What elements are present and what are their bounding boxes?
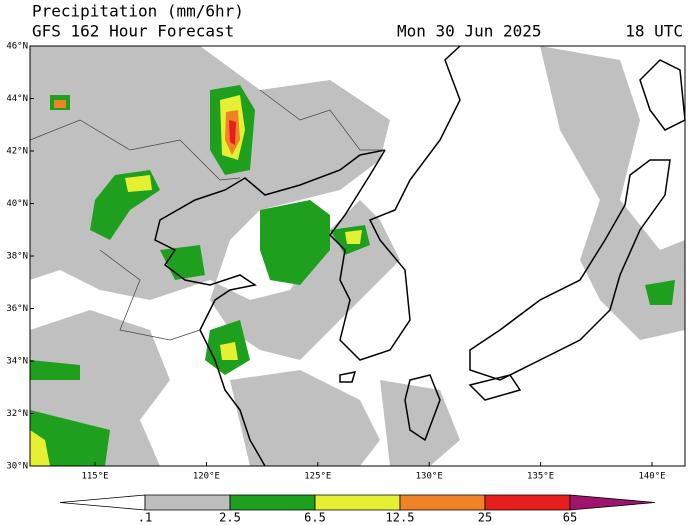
map-title: Precipitation (mm/6hr) — [32, 2, 244, 21]
lon-label: 135°E — [527, 472, 554, 482]
colorbar-label: .1 — [138, 511, 152, 525]
colorbar-segment — [484, 494, 571, 511]
coastlines — [154, 45, 686, 467]
colorbar-segment — [399, 494, 486, 511]
lon-label: 130°E — [416, 472, 443, 482]
colorbar-segment — [314, 494, 401, 511]
colorbar-segment — [144, 494, 231, 511]
extreme-precip — [229, 120, 236, 145]
lat-label: 40°N — [6, 199, 28, 209]
colorbar-label: 12.5 — [386, 511, 415, 525]
colorbar-label: 6.5 — [304, 511, 326, 525]
colorbar-segment — [59, 494, 146, 511]
lat-label: 38°N — [6, 252, 28, 262]
lon-label: 115°E — [81, 472, 108, 482]
colorbar-segment — [569, 494, 656, 511]
map-area — [29, 45, 686, 467]
lon-label: 125°E — [304, 472, 331, 482]
map-subtitle: GFS 162 Hour Forecast — [32, 22, 234, 41]
light-precip — [30, 46, 685, 466]
lat-label: 42°N — [6, 147, 28, 157]
lat-label: 36°N — [6, 304, 28, 314]
valid-time: 18 UTC — [625, 22, 683, 41]
lat-label: 44°N — [6, 94, 28, 104]
valid-date: Mon 30 Jun 2025 — [397, 22, 542, 41]
colorbar: .1 2.5 6.5 12.5 25 65 — [59, 494, 656, 525]
lon-label: 140°E — [638, 472, 665, 482]
lon-label: 120°E — [193, 472, 220, 482]
lat-label: 32°N — [6, 409, 28, 419]
lat-label: 46°N — [6, 42, 28, 52]
lat-label: 30°N — [6, 462, 28, 472]
lat-label: 34°N — [6, 357, 28, 367]
colorbar-segment — [229, 494, 316, 511]
colorbar-label: 2.5 — [219, 511, 241, 525]
borders — [29, 89, 385, 341]
colorbar-label: 25 — [478, 511, 492, 525]
colorbar-label: 65 — [563, 511, 577, 525]
